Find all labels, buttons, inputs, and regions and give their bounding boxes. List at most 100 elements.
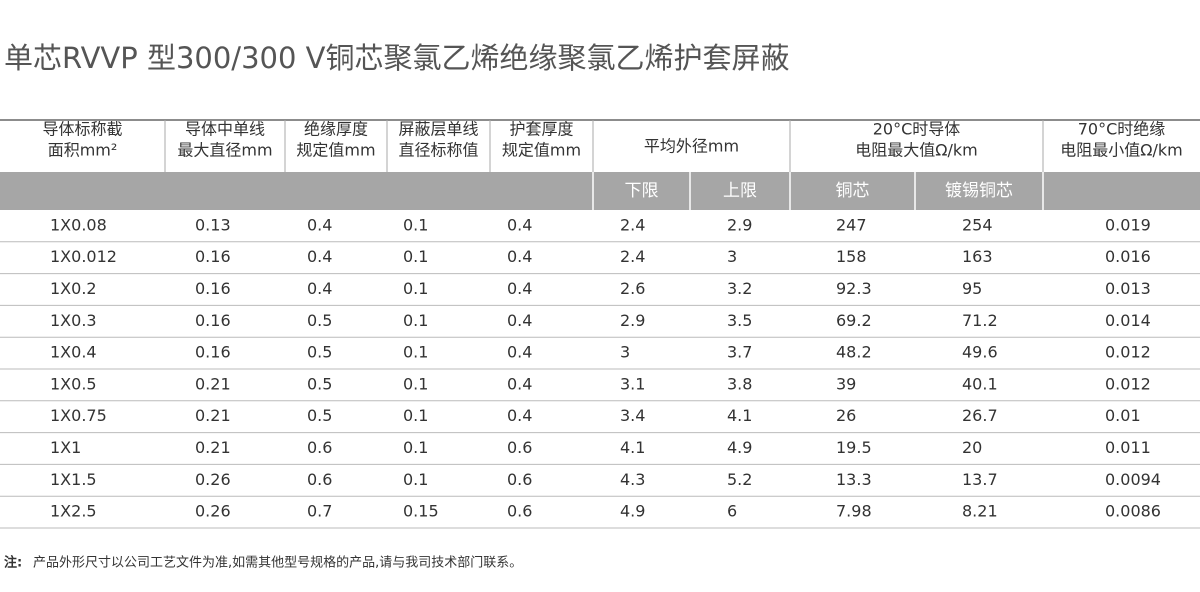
- table-cell: 0.13: [195, 215, 231, 234]
- table-cell: 0.4: [507, 343, 532, 362]
- table-cell: 26.7: [962, 406, 998, 425]
- table-cell: 0.011: [1105, 438, 1151, 457]
- table-cell: 13.3: [836, 470, 872, 489]
- table-cell: 0.21: [195, 374, 231, 393]
- table-cell: 0.6: [507, 470, 532, 489]
- table-cell: 0.4: [507, 406, 532, 425]
- subheader-label: 下限: [625, 181, 659, 201]
- table-cell: 49.6: [962, 343, 998, 362]
- table-cell: 0.5: [307, 374, 332, 393]
- table-cell: 0.6: [307, 438, 332, 457]
- table-cell: 0.013: [1105, 279, 1151, 298]
- table-cell: 0.6: [307, 470, 332, 489]
- table-cell: 7.98: [836, 502, 872, 521]
- table-cell: 13.7: [962, 470, 998, 489]
- table-cell: 0.4: [307, 247, 332, 266]
- table-cell: 0.4: [507, 215, 532, 234]
- table-cell: 0.01: [1105, 406, 1141, 425]
- table-cell: 4.9: [620, 502, 645, 521]
- header-label: 电阻最小值Ω/km: [1060, 141, 1182, 160]
- table-cell: 26: [836, 406, 856, 425]
- header-label: 屏蔽层单线: [398, 120, 478, 139]
- header-label: 导体中单线: [185, 120, 265, 139]
- table-cell: 3.1: [620, 374, 645, 393]
- table-cell: 39: [836, 374, 856, 393]
- table-cell: 0.26: [195, 502, 231, 521]
- table-cell: 0.6: [507, 438, 532, 457]
- header-label: 面积mm²: [48, 141, 118, 160]
- table-cell: 20: [962, 438, 982, 457]
- table-cell: 0.1: [403, 279, 428, 298]
- header-label: 最大直径mm: [177, 141, 272, 160]
- table-cell: 0.26: [195, 470, 231, 489]
- table-cell: 4.1: [727, 406, 752, 425]
- subheader-label: 铜芯: [836, 181, 870, 201]
- table-cell: 0.1: [403, 438, 428, 457]
- table-cell: 0.0094: [1105, 470, 1161, 489]
- table-cell: 254: [962, 215, 993, 234]
- note-text: 产品外形尺寸以公司工艺文件为准,如需其他型号规格的产品,请与我司技术部门联系。: [33, 555, 522, 571]
- header-label: 导体标称截: [42, 120, 122, 139]
- table-cell: 0.014: [1105, 311, 1151, 330]
- subheader-label: 上限: [723, 181, 757, 201]
- table-cell: 1X1: [50, 438, 81, 457]
- table-cell: 40.1: [962, 374, 998, 393]
- note-label: 注:: [4, 555, 22, 571]
- table-cell: 1X0.5: [50, 374, 97, 393]
- table-cell: 0.16: [195, 279, 231, 298]
- table-cell: 0.6: [507, 502, 532, 521]
- table-cell: 0.1: [403, 406, 428, 425]
- header-label: 平均外径mm: [644, 137, 739, 156]
- table-cell: 0.1: [403, 470, 428, 489]
- table-cell: 2.6: [620, 279, 645, 298]
- subheader-band: [0, 172, 1200, 210]
- table-cell: 0.5: [307, 311, 332, 330]
- table-cell: 0.012: [1105, 343, 1151, 362]
- table-cell: 1X1.5: [50, 470, 97, 489]
- table-cell: 0.5: [307, 406, 332, 425]
- table-cell: 3.2: [727, 279, 752, 298]
- table-cell: 4.9: [727, 438, 752, 457]
- table-cell: 0.4: [507, 247, 532, 266]
- table-cell: 247: [836, 215, 867, 234]
- table-cell: 8.21: [962, 502, 998, 521]
- table-cell: 163: [962, 247, 993, 266]
- header-label: 70°C时绝缘: [1078, 120, 1166, 139]
- table-cell: 19.5: [836, 438, 872, 457]
- table-cell: 95: [962, 279, 982, 298]
- table-cell: 1X2.5: [50, 502, 97, 521]
- header-label: 绝缘厚度: [304, 120, 368, 139]
- header-label: 20°C时导体: [873, 120, 961, 139]
- table-cell: 0.16: [195, 343, 231, 362]
- table-cell: 0.019: [1105, 215, 1151, 234]
- table-cell: 0.21: [195, 438, 231, 457]
- table-cell: 2.9: [727, 215, 752, 234]
- table-cell: 69.2: [836, 311, 872, 330]
- table-cell: 92.3: [836, 279, 872, 298]
- table-cell: 0.7: [307, 502, 332, 521]
- table-cell: 0.016: [1105, 247, 1151, 266]
- table-cell: 0.21: [195, 406, 231, 425]
- header-label: 规定值mm: [296, 141, 375, 160]
- table-cell: 1X0.4: [50, 343, 97, 362]
- table-cell: 0.0086: [1105, 502, 1161, 521]
- table-cell: 0.1: [403, 247, 428, 266]
- table-cell: 1X0.75: [50, 406, 107, 425]
- table-cell: 0.1: [403, 311, 428, 330]
- table-cell: 4.3: [620, 470, 645, 489]
- table-cell: 3: [727, 247, 737, 266]
- header-label: 电阻最大值Ω/km: [855, 141, 977, 160]
- table-cell: 0.4: [307, 215, 332, 234]
- table-cell: 0.15: [403, 502, 439, 521]
- table-cell: 2.4: [620, 247, 645, 266]
- table-cell: 0.4: [507, 311, 532, 330]
- table-cell: 3.8: [727, 374, 752, 393]
- table-cell: 0.4: [307, 279, 332, 298]
- table-cell: 71.2: [962, 311, 998, 330]
- header-label: 护套厚度: [509, 120, 573, 139]
- table-cell: 158: [836, 247, 867, 266]
- table-cell: 0.1: [403, 343, 428, 362]
- header-label: 规定值mm: [502, 141, 581, 160]
- table-cell: 0.1: [403, 215, 428, 234]
